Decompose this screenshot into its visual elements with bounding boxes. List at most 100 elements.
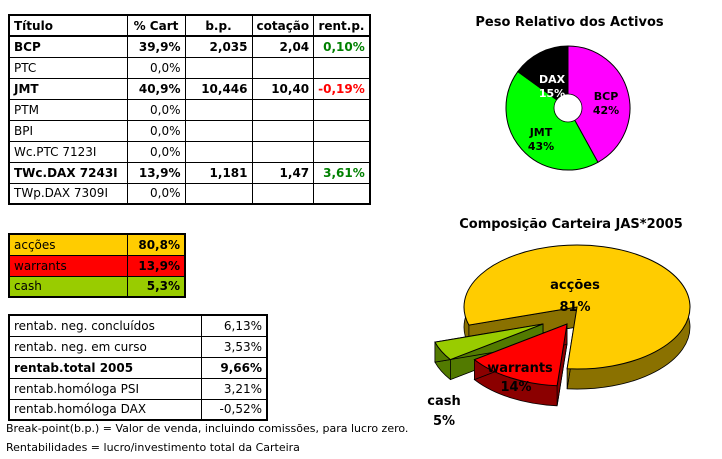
cell-titulo[interactable]: JMT	[8, 77, 128, 100]
row-ptc: PTC 0,0%	[8, 56, 371, 79]
cell-bp[interactable]: 2,035	[184, 35, 253, 58]
cell-titulo[interactable]: TWc.DAX 7243I	[8, 161, 128, 184]
cell-rentp[interactable]: 0,10%	[313, 35, 371, 58]
slice-label-bcp: BCP	[594, 90, 619, 103]
cell-bp[interactable]: 1,181	[184, 161, 253, 184]
cell-cart[interactable]: 0,0%	[126, 56, 186, 79]
row-jmt: JMT 40,9% 10,446 10,40 -0,19%	[8, 77, 371, 100]
cell-cotacao[interactable]	[251, 119, 315, 142]
ret-value[interactable]: -0,52%	[200, 398, 268, 421]
slice-label-warrants: warrants	[487, 361, 553, 376]
ret-row-concluidos: rentab. neg. concluídos 6,13%	[8, 314, 268, 337]
cell-titulo[interactable]: PTM	[8, 98, 128, 121]
cell-cart[interactable]: 39,9%	[126, 35, 186, 58]
donut-chart[interactable]: DAX 15% BCP 42% JMT 43%	[498, 38, 638, 178]
alloc-label[interactable]: acções	[8, 233, 128, 256]
row-bcp: BCP 39,9% 2,035 2,04 0,10%	[8, 35, 371, 58]
cell-bp[interactable]: 10,446	[184, 77, 253, 100]
alloc-value[interactable]: 13,9%	[126, 254, 186, 277]
slice-label-dax-pct: 15%	[539, 87, 565, 100]
cell-rentp[interactable]	[313, 56, 371, 79]
alloc-value[interactable]: 80,8%	[126, 233, 186, 256]
cell-cotacao[interactable]: 1,47	[251, 161, 315, 184]
cell-titulo[interactable]: Wc.PTC 7123I	[8, 140, 128, 163]
cell-rentp[interactable]	[313, 119, 371, 142]
cell-rentp[interactable]	[313, 98, 371, 121]
slice-label-accoes: acções	[550, 278, 600, 293]
alloc-row-cash: cash 5,3%	[8, 275, 186, 298]
ret-label[interactable]: rentab.homóloga PSI	[8, 377, 202, 400]
pie-chart-title: Composição Carteira JAS*2005	[459, 217, 683, 232]
footnote-breakpoint: Break-point(b.p.) = Valor de venda, incl…	[6, 422, 409, 435]
cell-bp[interactable]	[184, 182, 253, 205]
ret-value[interactable]: 6,13%	[200, 314, 268, 337]
ret-value[interactable]: 9,66%	[200, 356, 268, 379]
cell-cart[interactable]: 40,9%	[126, 77, 186, 100]
col-header-bp[interactable]: b.p.	[184, 14, 253, 37]
donut-chart-title: Peso Relativo dos Activos	[475, 15, 664, 30]
pie-slice-warrants	[473, 323, 568, 407]
cell-cotacao[interactable]	[251, 56, 315, 79]
allocation-table: acções 80,8% warrants 13,9% cash 5,3%	[8, 233, 186, 298]
donut-hole	[553, 93, 583, 123]
cell-cart[interactable]: 0,0%	[126, 140, 186, 163]
cell-rentp[interactable]: -0,19%	[313, 77, 371, 100]
cell-bp[interactable]	[184, 98, 253, 121]
alloc-value[interactable]: 5,3%	[126, 275, 186, 298]
cell-rentp[interactable]: 3,61%	[313, 161, 371, 184]
row-twc-dax: TWc.DAX 7243I 13,9% 1,181 1,47 3,61%	[8, 161, 371, 184]
portfolio-header-row: Título % Cart b.p. cotação rent.p.	[8, 14, 371, 37]
col-header-cotacao[interactable]: cotação	[251, 14, 315, 37]
slice-label-cash-pct: 5%	[433, 414, 455, 429]
cell-cotacao[interactable]	[251, 140, 315, 163]
donut-slice-jmt	[505, 70, 599, 171]
alloc-label[interactable]: cash	[8, 275, 128, 298]
slice-label-bcp-pct: 42%	[593, 104, 619, 117]
cell-bp[interactable]	[184, 119, 253, 142]
ret-label[interactable]: rentab.total 2005	[8, 356, 202, 379]
cell-rentp[interactable]	[313, 182, 371, 205]
col-header-titulo[interactable]: Título	[8, 14, 128, 37]
cell-cart[interactable]: 0,0%	[126, 119, 186, 142]
cell-bp[interactable]	[184, 140, 253, 163]
ret-label[interactable]: rentab. neg. em curso	[8, 335, 202, 358]
cell-cart[interactable]: 0,0%	[126, 182, 186, 205]
cell-cart[interactable]: 13,9%	[126, 161, 186, 184]
cell-cotacao[interactable]	[251, 98, 315, 121]
row-twp-dax: TWp.DAX 7309I 0,0%	[8, 182, 371, 205]
alloc-row-accoes: acções 80,8%	[8, 233, 186, 256]
slice-label-jmt-pct: 43%	[528, 140, 554, 153]
cell-titulo[interactable]: PTC	[8, 56, 128, 79]
cell-titulo[interactable]: BCP	[8, 35, 128, 58]
ret-value[interactable]: 3,21%	[200, 377, 268, 400]
ret-label[interactable]: rentab. neg. concluídos	[8, 314, 202, 337]
cell-cart[interactable]: 0,0%	[126, 98, 186, 121]
ret-row-dax: rentab.homóloga DAX -0,52%	[8, 398, 268, 421]
donut-slice-bcp	[567, 45, 631, 163]
donut-slice-dax	[517, 45, 569, 109]
slice-label-warrants-pct: 14%	[500, 380, 531, 395]
cell-rentp[interactable]	[313, 140, 371, 163]
col-header-rentp[interactable]: rent.p.	[313, 14, 371, 37]
col-header-cart[interactable]: % Cart	[126, 14, 186, 37]
cell-titulo[interactable]: BPI	[8, 119, 128, 142]
slice-label-dax: DAX	[539, 73, 566, 86]
ret-value[interactable]: 3,53%	[200, 335, 268, 358]
cell-cotacao[interactable]	[251, 182, 315, 205]
portfolio-table: Título % Cart b.p. cotação rent.p. BCP 3…	[8, 14, 371, 205]
cell-cotacao[interactable]: 2,04	[251, 35, 315, 58]
ret-label[interactable]: rentab.homóloga DAX	[8, 398, 202, 421]
footnote-rentabilidades: Rentabilidades = lucro/investimento tota…	[6, 441, 300, 454]
alloc-row-warrants: warrants 13,9%	[8, 254, 186, 277]
pie-chart[interactable]: acções 81% warrants 14% cash 5%	[420, 233, 720, 459]
cell-titulo[interactable]: TWp.DAX 7309I	[8, 182, 128, 205]
ret-row-em-curso: rentab. neg. em curso 3,53%	[8, 335, 268, 358]
ret-row-psi: rentab.homóloga PSI 3,21%	[8, 377, 268, 400]
cell-cotacao[interactable]: 10,40	[251, 77, 315, 100]
alloc-label[interactable]: warrants	[8, 254, 128, 277]
row-wc-ptc: Wc.PTC 7123I 0,0%	[8, 140, 371, 163]
slice-label-jmt: JMT	[529, 126, 553, 139]
cell-bp[interactable]	[184, 56, 253, 79]
slice-label-cash: cash	[427, 394, 460, 409]
row-ptm: PTM 0,0%	[8, 98, 371, 121]
